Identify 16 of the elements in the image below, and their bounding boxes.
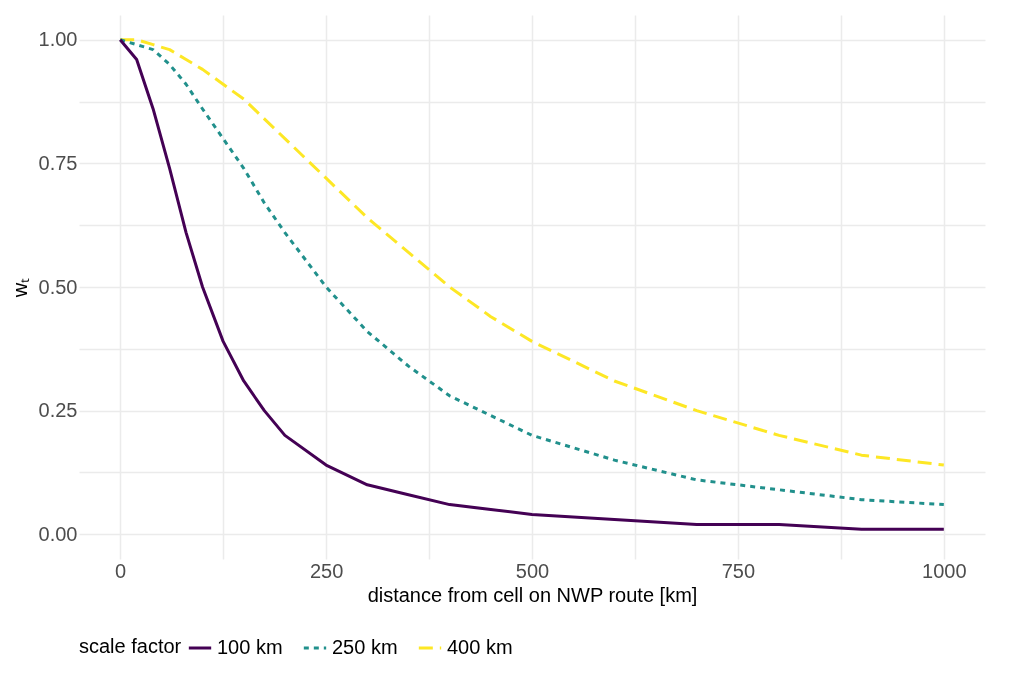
x-tick-label: 500: [515, 559, 550, 582]
y-axis-title: wₜ: [8, 277, 31, 299]
legend-title: scale factor: [79, 635, 182, 657]
legend-label: 100 km: [217, 636, 283, 658]
y-tick-label: 0.25: [38, 399, 78, 422]
y-tick-label: 0.75: [38, 151, 78, 174]
legend-label: 400 km: [447, 636, 513, 658]
y-tick-label: 0.00: [38, 522, 78, 545]
x-tick-label: 0: [115, 559, 127, 582]
x-tick-label: 750: [721, 559, 756, 582]
y-tick-label: 0.50: [38, 275, 78, 298]
legend-label: 250 km: [332, 636, 398, 658]
y-tick-label: 1.00: [38, 28, 78, 51]
x-tick-label: 1000: [922, 559, 967, 582]
x-tick-label: 250: [309, 559, 344, 582]
x-axis-title: distance from cell on NWP route [km]: [367, 583, 698, 606]
